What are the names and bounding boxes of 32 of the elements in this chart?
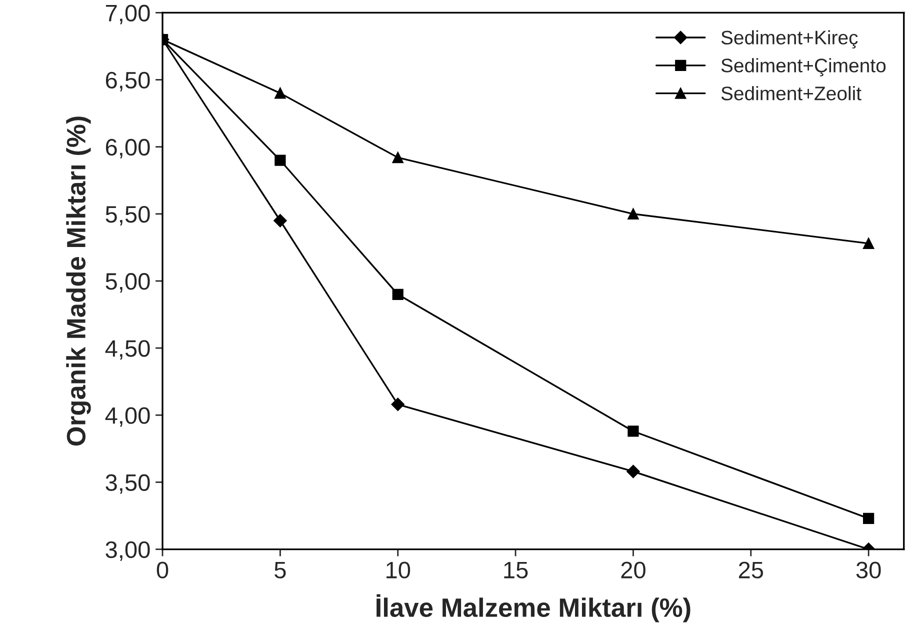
x-tick-label: 5 (274, 562, 286, 578)
y-tick-label: 6,50 (106, 72, 150, 92)
point (391, 398, 404, 411)
point (626, 464, 640, 478)
y-tick-label: 4,50 (105, 340, 150, 360)
y-tick-label: 6,00 (106, 138, 150, 158)
point (274, 214, 287, 228)
y-tick-label: 5,50 (106, 206, 150, 226)
y-tick-label: 3,50 (106, 474, 150, 494)
x-tick-label: 30 (856, 562, 881, 578)
point (392, 152, 404, 164)
x-tick-label: 25 (738, 562, 764, 578)
x-tick-label: 15 (504, 562, 528, 578)
legend-label: Sediment+Çimento (721, 58, 886, 76)
y-tick-label: 3,00 (106, 541, 150, 561)
point (274, 154, 286, 166)
point (628, 426, 639, 437)
x-tick-label: 20 (621, 562, 646, 578)
y-tick-label: 4,00 (105, 407, 150, 427)
x-axis-title: İlave Malzeme Miktarı (%) (376, 594, 690, 622)
x-tick-label: 10 (386, 562, 410, 578)
y-tick-label: 5,00 (106, 273, 150, 293)
point (274, 88, 286, 99)
point (863, 512, 874, 524)
y-tick-label: 7,00 (106, 4, 150, 24)
legend-label: Sediment+Kireç (721, 30, 858, 48)
point (628, 208, 639, 220)
point (863, 238, 874, 249)
legend-label: Sediment+Zeolit (721, 86, 862, 100)
y-axis-title: Organik Madde Miktarı (%) (66, 116, 91, 446)
x-tick-label: 0 (156, 562, 168, 578)
point (392, 288, 404, 300)
